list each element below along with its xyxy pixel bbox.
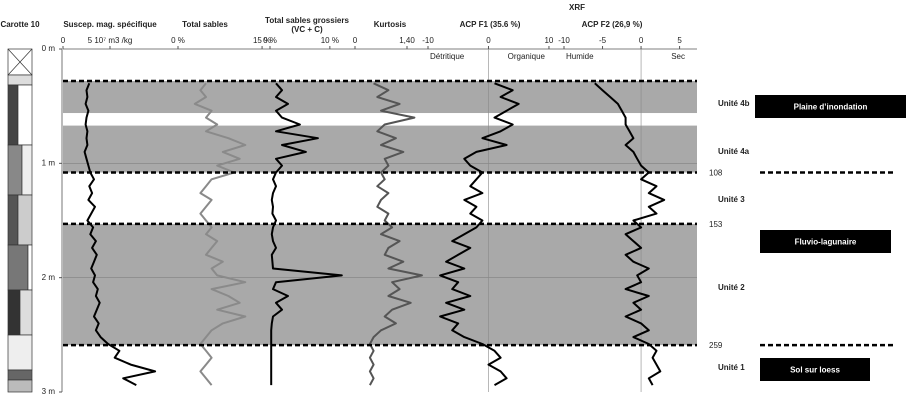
unit-label: Unité 3 [718,195,745,204]
panel-title: Total sables [182,20,228,29]
boundary-label: 259 [709,341,723,350]
unit-label: Unité 1 [718,363,745,372]
unit-shading [63,125,697,173]
panel-title: ACP F1 (35.6 %) [460,20,521,29]
x-tick-label: 0 [486,36,491,45]
panel-title: Kurtosis [374,20,407,29]
panel-subtitle: (VC + C) [291,25,323,34]
x-tick-label: 0 [639,36,644,45]
axis-note: Humide [566,52,594,61]
x-tick-label: 5 [677,36,682,45]
profile-line [594,82,666,386]
x-tick-label: 5 10⁷ m3 /kg [88,36,133,45]
core-log [7,48,33,393]
profile-line [368,82,423,386]
y-tick-label: 1 m [42,158,56,167]
profile-line [193,82,247,386]
facies-box [760,230,891,253]
axis-note: Sec [671,52,685,61]
profile-line [270,82,343,386]
x-tick-label: 1,40 [399,36,415,45]
y-tick-label: 3 m [42,387,56,396]
x-tick-label: -10 [558,36,570,45]
panel-title: Suscep. mag. spécifique [63,20,157,29]
axis-note: Détritique [430,52,465,61]
group-title: XRF [569,3,585,12]
panel-title: Total sables grossiers [265,16,349,25]
axis-note: Organique [508,52,546,61]
unit-shading [63,223,697,346]
y-tick-label: 2 m [42,273,56,282]
profile-line [83,82,157,386]
unit-label: Unité 4b [718,99,750,108]
x-tick-label: 10 % [321,36,339,45]
x-tick-label: -10 [422,36,434,45]
facies-label: Sol sur loess [790,366,840,375]
boundary-label: 108 [709,169,723,178]
y-tick-label: 0 m [42,44,56,53]
x-tick-label: 0 [353,36,358,45]
facies-label: Fluvio-lagunaire [795,238,857,247]
x-tick-label: 0 % [171,36,185,45]
x-tick-label: 10 [544,36,553,45]
unit-label: Unité 2 [718,283,745,292]
x-tick-label: 15 % [253,36,271,45]
facies-box [760,358,870,381]
facies-label: Plaine d’inondation [794,103,868,112]
panel-title: ACP F2 (26,9 %) [582,20,643,29]
facies-box [755,95,906,118]
x-tick-label: 0 [61,36,66,45]
x-tick-label: -5 [599,36,607,45]
core-title: Carotte 10 [0,20,40,29]
boundary-label: 153 [709,220,723,229]
profile-line [439,82,520,386]
x-tick-label: 0 % [263,36,277,45]
unit-label: Unité 4a [718,147,750,156]
